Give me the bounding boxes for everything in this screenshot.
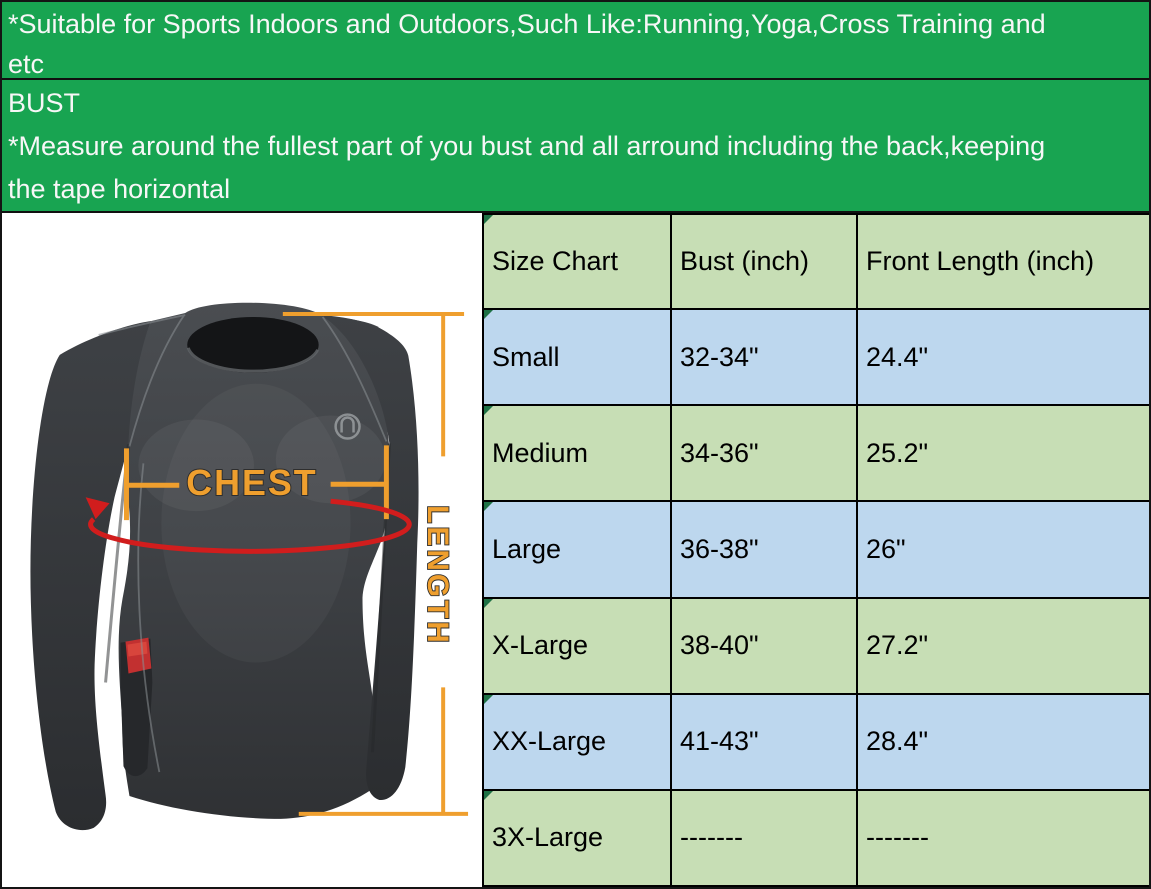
size-cell: 3X-Large	[482, 788, 672, 887]
table-row-3x-large: 3X-Large ------- -------	[482, 788, 1149, 887]
table-row-x-large: X-Large 38-40" 27.2"	[482, 596, 1149, 695]
length-measure-line	[282, 311, 469, 816]
bust-cell: 36-38"	[670, 500, 858, 599]
bust-cell: 32-34"	[670, 308, 858, 407]
shirt-torso	[118, 302, 391, 819]
left-shoulder-seam	[98, 314, 186, 336]
table-row-large: Large 36-38" 26"	[482, 500, 1149, 599]
bust-cell: 38-40"	[670, 596, 858, 695]
header-size-chart: Size Chart	[482, 212, 672, 311]
collar-rim	[186, 347, 320, 373]
length-cell: 26"	[856, 500, 1149, 599]
bust-instruction-line-1: *Measure around the fullest part of you …	[8, 131, 1046, 161]
bust-cell: 41-43"	[670, 692, 858, 791]
content-row: CHEST LENGTH Size Ch	[2, 212, 1149, 887]
table-header-row: Size Chart Bust (inch) Front Length (inc…	[482, 212, 1149, 311]
size-cell: Medium	[482, 404, 672, 503]
size-chart-table: Size Chart Bust (inch) Front Length (inc…	[482, 212, 1149, 887]
suitability-banner: *Suitable for Sports Indoors and Outdoor…	[2, 2, 1149, 80]
header-bust: Bust (inch)	[670, 212, 858, 311]
chest-measure-arrowhead	[85, 497, 110, 520]
left-princess-seam	[137, 463, 161, 773]
right-raglan-seam	[321, 316, 388, 442]
suitability-line-1: *Suitable for Sports Indoors and Outdoor…	[8, 9, 1046, 39]
length-cell: 28.4"	[856, 692, 1149, 791]
chest-measure-arrow	[88, 498, 412, 554]
product-photo: CHEST LENGTH	[2, 213, 482, 887]
size-cell: XX-Large	[482, 692, 672, 791]
shirt-left-sleeve	[30, 320, 152, 831]
chest-label: CHEST	[186, 463, 317, 503]
length-cell: 27.2"	[856, 596, 1149, 695]
table-row-medium: Medium 34-36" 25.2"	[482, 404, 1149, 503]
bust-instruction-line-2: the tape horizontal	[8, 174, 231, 204]
table-row-xx-large: XX-Large 41-43" 28.4"	[482, 692, 1149, 791]
header-front-length: Front Length (inch)	[856, 212, 1149, 311]
length-cell: 24.4"	[856, 308, 1149, 407]
chest-measure-brackets	[123, 445, 389, 521]
length-cell: -------	[856, 788, 1149, 887]
size-cell: Large	[482, 500, 672, 599]
left-raglan-seam	[128, 314, 185, 447]
bust-heading: BUST	[8, 88, 81, 118]
bust-cell: 34-36"	[670, 404, 858, 503]
size-cell: X-Large	[482, 596, 672, 695]
neck-opening	[187, 316, 319, 373]
bust-cell: -------	[670, 788, 858, 887]
brand-logo-icon	[334, 413, 361, 440]
chest-highlight	[161, 383, 351, 663]
bust-highlight-left	[138, 419, 254, 512]
bust-highlight-right	[275, 415, 386, 504]
shirt-right-sleeve	[320, 314, 419, 801]
bust-instructions-banner: BUST *Measure around the fullest part of…	[2, 80, 1149, 213]
suitability-line-2: etc	[8, 49, 45, 79]
size-cell: Small	[482, 308, 672, 407]
length-label: LENGTH	[421, 505, 454, 646]
table-row-small: Small 32-34" 24.4"	[482, 308, 1149, 407]
shirt-illustration: CHEST LENGTH	[30, 302, 469, 831]
length-cell: 25.2"	[856, 404, 1149, 503]
